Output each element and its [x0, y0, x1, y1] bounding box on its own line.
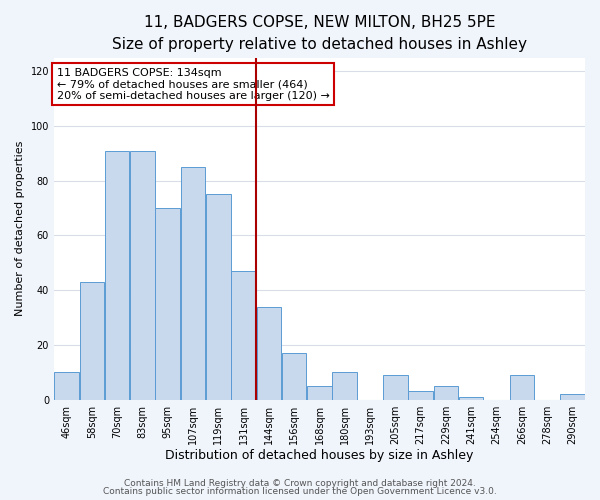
Bar [232, 271, 256, 400]
Bar [130, 150, 155, 400]
Y-axis label: Number of detached properties: Number of detached properties [15, 141, 25, 316]
Title: 11, BADGERS COPSE, NEW MILTON, BH25 5PE
Size of property relative to detached ho: 11, BADGERS COPSE, NEW MILTON, BH25 5PE … [112, 15, 527, 52]
Bar [459, 397, 484, 400]
Bar [105, 150, 130, 400]
Bar [181, 167, 205, 400]
Bar [560, 394, 584, 400]
Bar [332, 372, 357, 400]
Bar [383, 375, 407, 400]
Bar [509, 375, 534, 400]
Bar [80, 282, 104, 400]
Bar [434, 386, 458, 400]
Bar [409, 392, 433, 400]
Text: Contains HM Land Registry data © Crown copyright and database right 2024.: Contains HM Land Registry data © Crown c… [124, 478, 476, 488]
Bar [206, 194, 230, 400]
X-axis label: Distribution of detached houses by size in Ashley: Distribution of detached houses by size … [165, 450, 473, 462]
Text: 11 BADGERS COPSE: 134sqm
← 79% of detached houses are smaller (464)
20% of semi-: 11 BADGERS COPSE: 134sqm ← 79% of detach… [56, 68, 329, 101]
Bar [307, 386, 332, 400]
Bar [155, 208, 180, 400]
Bar [257, 306, 281, 400]
Bar [282, 353, 307, 400]
Bar [54, 372, 79, 400]
Text: Contains public sector information licensed under the Open Government Licence v3: Contains public sector information licen… [103, 487, 497, 496]
